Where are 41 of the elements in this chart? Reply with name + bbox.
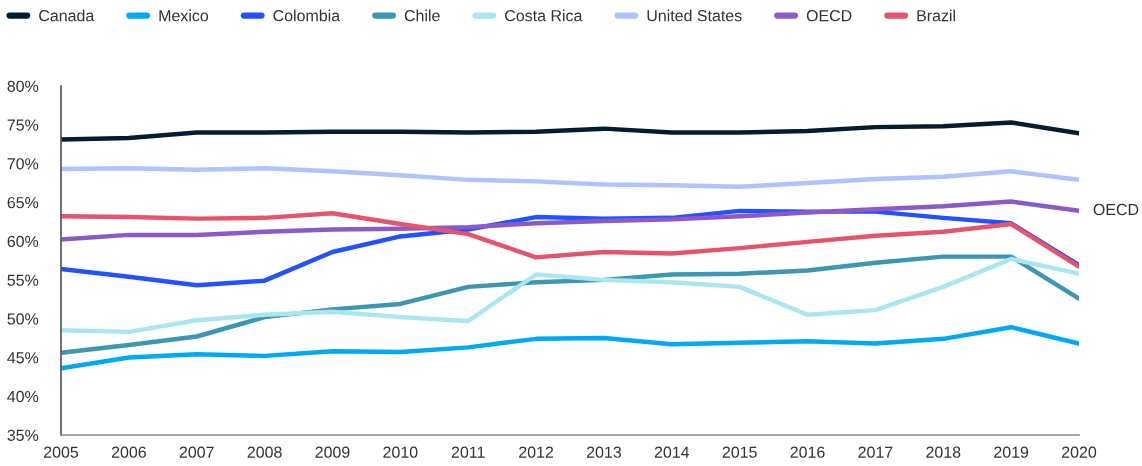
x-tick-label: 2008 xyxy=(247,446,282,458)
line-series xyxy=(61,165,1079,190)
y-tick-label: 45% xyxy=(7,352,39,364)
legend-label: United States xyxy=(647,9,742,22)
legend-label: Mexico xyxy=(159,9,209,22)
annotation: OECD xyxy=(1093,203,1139,216)
line-series xyxy=(61,199,1079,242)
y-tick-label: 60% xyxy=(7,235,39,248)
legend-label: OECD xyxy=(806,10,852,22)
x-tick-label: 2006 xyxy=(111,446,146,458)
x-tick-label: 2007 xyxy=(179,446,214,458)
y-tick-label: 55% xyxy=(7,274,39,286)
legend-label: Canada xyxy=(39,9,95,22)
y-tick-label: 35% xyxy=(7,429,39,441)
x-tick-label: 2009 xyxy=(315,446,350,458)
x-tick-label: 2012 xyxy=(519,446,554,458)
line-series xyxy=(61,210,1079,269)
y-tick-label: 40% xyxy=(7,390,39,403)
x-tick-label: 2019 xyxy=(994,446,1029,458)
x-tick-label: 2020 xyxy=(1062,446,1097,458)
y-tick-label: 80% xyxy=(7,80,39,92)
x-tick-label: 2016 xyxy=(790,446,825,458)
line-series xyxy=(61,324,1079,371)
y-tick-label: 75% xyxy=(7,119,39,131)
y-tick-label: 70% xyxy=(7,158,39,170)
x-tick-label: 2014 xyxy=(654,446,690,458)
x-tick-label: 2018 xyxy=(926,446,961,458)
x-tick-label: 2013 xyxy=(586,446,621,458)
y-tick-label: 65% xyxy=(7,196,39,209)
x-tick-label: 2005 xyxy=(44,446,79,458)
line-series xyxy=(61,120,1079,142)
x-tick-label: 2017 xyxy=(858,446,893,458)
x-tick-label: 2011 xyxy=(451,446,485,458)
line-series xyxy=(61,256,1079,335)
x-tick-label: 2010 xyxy=(383,446,418,458)
y-tick-label: 50% xyxy=(7,313,39,325)
legend-label: Costa Rica xyxy=(505,9,583,22)
legend-label: Chile xyxy=(404,9,440,22)
legend-label: Brazil xyxy=(917,9,955,22)
x-tick-label: 2015 xyxy=(722,446,757,458)
legend-label: Colombia xyxy=(273,9,341,22)
